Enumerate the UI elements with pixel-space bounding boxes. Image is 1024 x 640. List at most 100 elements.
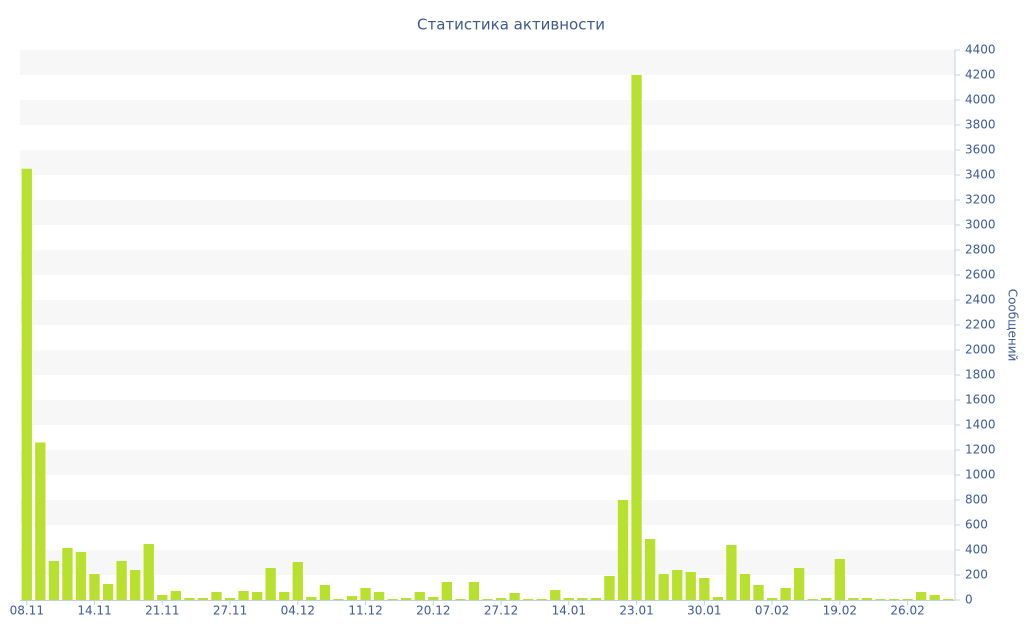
bar (35, 442, 46, 600)
bar (157, 595, 168, 600)
y-tick-label: 3600 (965, 143, 996, 157)
y-tick-label: 2200 (965, 318, 996, 332)
x-tick-label: 07.02 (755, 604, 789, 618)
bar (902, 599, 913, 600)
bar (279, 592, 290, 600)
x-tick-label: 14.01 (552, 604, 586, 618)
bar (197, 598, 209, 600)
bar (604, 576, 615, 600)
bar (21, 168, 32, 600)
x-tick-label: 14.11 (77, 604, 111, 618)
y-tick-label: 1000 (965, 468, 996, 482)
bar (550, 590, 561, 600)
y-tick-label: 4400 (965, 43, 996, 57)
y-tick-label: 1800 (965, 368, 996, 382)
bar (292, 562, 303, 600)
bar (441, 582, 452, 600)
y-tick-label: 3800 (965, 118, 996, 132)
bar (387, 599, 398, 600)
bar (766, 598, 778, 600)
bar (360, 588, 371, 600)
grid-band (20, 200, 955, 225)
y-tick-label: 4000 (965, 93, 996, 107)
x-tick-label: 27.12 (484, 604, 518, 618)
bar (75, 552, 87, 600)
bar (834, 559, 845, 600)
bar (333, 599, 344, 600)
bar (536, 599, 547, 600)
bar (251, 592, 263, 600)
y-tick-label: 1400 (965, 418, 996, 432)
bar (929, 595, 940, 600)
grid-band (20, 250, 955, 275)
bar (401, 598, 412, 600)
bar (48, 561, 60, 600)
bar (224, 598, 236, 600)
bar (89, 574, 100, 600)
bar (753, 585, 764, 600)
y-tick-label: 800 (965, 493, 988, 507)
bar (875, 599, 886, 600)
grid-band (20, 500, 955, 525)
bar (319, 585, 331, 600)
bar (265, 568, 276, 600)
bar (184, 598, 195, 600)
bar (617, 500, 629, 600)
bar (590, 598, 602, 600)
y-tick-label: 2800 (965, 243, 996, 257)
bar (238, 591, 249, 600)
y-tick-label: 3000 (965, 218, 996, 232)
bar (346, 596, 358, 600)
bar (712, 597, 724, 600)
bar (116, 561, 127, 600)
x-tick-label: 21.11 (145, 604, 179, 618)
y-tick-label: 0 (965, 593, 973, 607)
bar (577, 598, 588, 600)
y-tick-label: 200 (965, 568, 988, 582)
x-tick-label: 11.12 (348, 604, 382, 618)
bar (523, 599, 534, 600)
bar (807, 599, 818, 600)
bar (699, 578, 710, 600)
y-tick-label: 400 (965, 543, 988, 557)
bar (482, 599, 493, 600)
bar (468, 582, 480, 600)
bar (130, 570, 141, 600)
grid-band (20, 50, 955, 75)
bar (780, 588, 791, 600)
x-tick-label: 27.11 (213, 604, 247, 618)
bar (848, 598, 859, 600)
bar (414, 592, 425, 600)
bar (455, 599, 466, 600)
grid-band (20, 100, 955, 125)
y-tick-label: 2600 (965, 268, 996, 282)
bar (672, 570, 683, 600)
grid-band (20, 350, 955, 375)
x-tick-label: 26.02 (890, 604, 924, 618)
y-tick-label: 1600 (965, 393, 996, 407)
bar (631, 75, 642, 600)
bar (794, 568, 805, 600)
bar (644, 539, 656, 600)
bar (563, 598, 574, 600)
bar (888, 599, 900, 600)
x-tick-label: 30.01 (687, 604, 721, 618)
bar (685, 572, 696, 600)
x-tick-label: 23.01 (619, 604, 653, 618)
y-tick-label: 2400 (965, 293, 996, 307)
grid-band (20, 550, 955, 575)
y-tick-label: 3200 (965, 193, 996, 207)
y-tick-label: 3400 (965, 168, 996, 182)
bar (428, 597, 439, 600)
grid-band (20, 300, 955, 325)
bar (495, 598, 507, 600)
bar (306, 597, 317, 600)
y-tick-label: 1200 (965, 443, 996, 457)
bar (943, 599, 954, 600)
y-axis-label: Сообщений (1006, 289, 1020, 362)
bar (821, 598, 832, 600)
bar (509, 593, 520, 600)
chart-title: Статистика активности (417, 16, 605, 34)
bar (658, 574, 669, 600)
